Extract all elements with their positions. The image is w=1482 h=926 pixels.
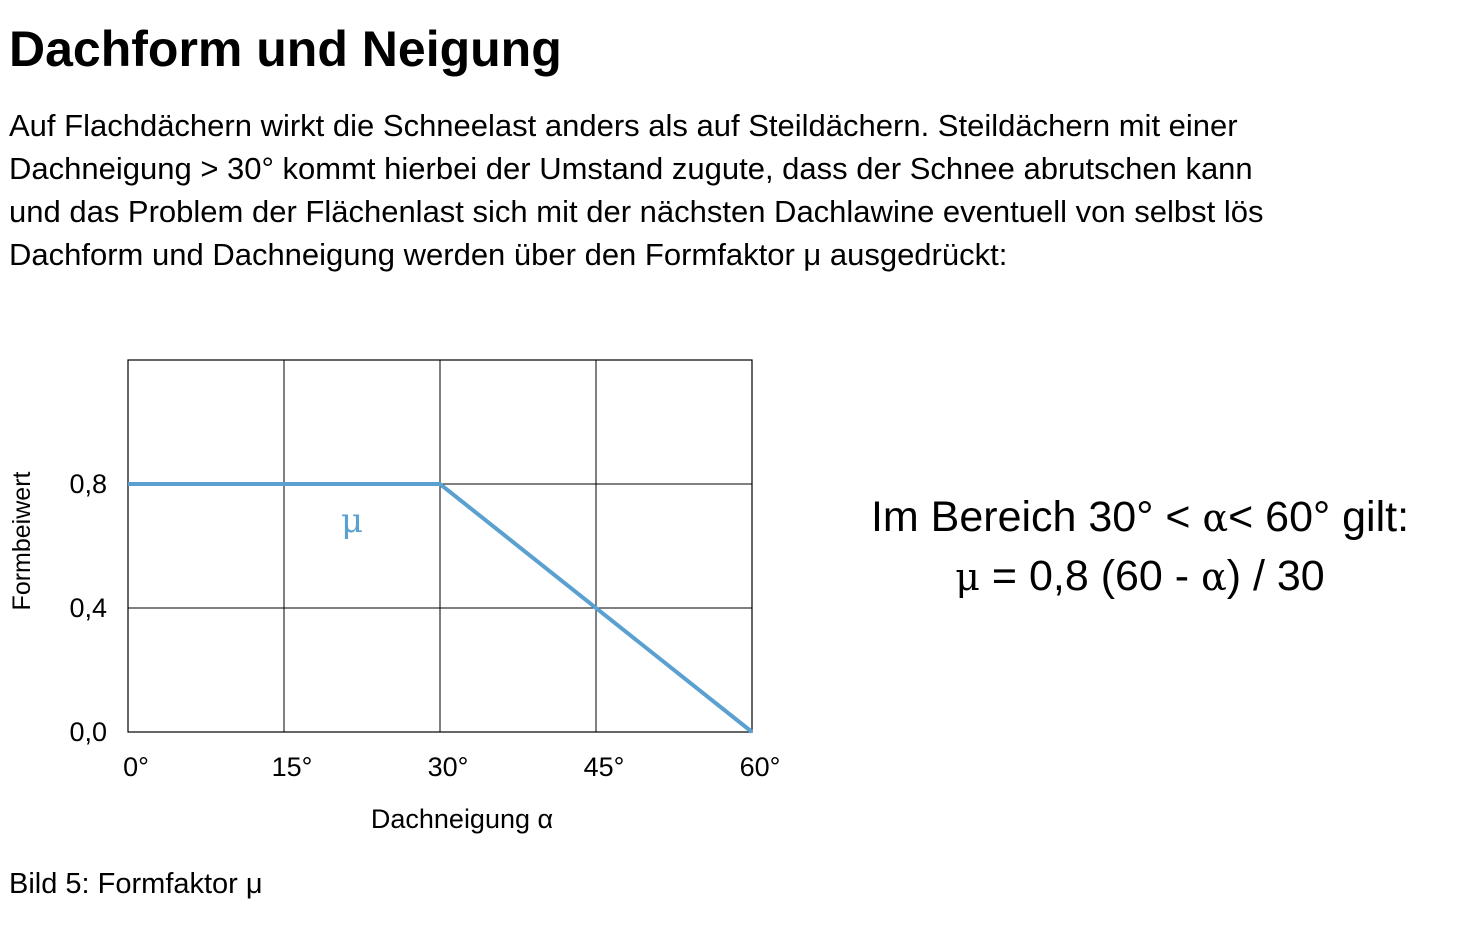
x-tick-label: 30° xyxy=(428,752,469,782)
formula-condition-prefix: Im Bereich 30° < xyxy=(870,493,1203,541)
y-axis-label: Formbeiwert xyxy=(8,471,36,610)
y-tick-label: 0,8 xyxy=(69,469,107,499)
formula-equation-middle: = 0,8 (60 - xyxy=(979,552,1202,600)
formula-box: Im Bereich 30° < α< 60° gilt: μ = 0,8 (6… xyxy=(800,488,1480,606)
formula-equation: μ = 0,8 (60 - α) / 30 xyxy=(800,547,1480,606)
chart-series xyxy=(128,482,754,734)
x-tick-label: 15° xyxy=(272,752,313,782)
series-label-mu: μ xyxy=(341,501,363,541)
y-tick-labels: 0,0 0,4 0,8 xyxy=(69,469,107,747)
formula-equation-end: ) / 30 xyxy=(1226,552,1325,600)
y-tick-label: 0,0 xyxy=(69,717,107,747)
formula-condition-suffix: < 60° gilt: xyxy=(1228,493,1410,541)
chart-plot-frame xyxy=(127,359,753,733)
chart-grid xyxy=(127,360,753,733)
intro-line: Auf Flachdächern wirkt die Schneelast an… xyxy=(9,108,1238,143)
y-tick-label: 0,4 xyxy=(69,593,107,623)
series-line-mu xyxy=(128,482,754,734)
x-tick-label: 0° xyxy=(123,752,149,782)
intro-paragraph: Auf Flachdächern wirkt die Schneelast an… xyxy=(9,104,1482,276)
x-axis-label: Dachneigung α xyxy=(371,804,553,834)
intro-line: Dachform und Dachneigung werden über den… xyxy=(9,237,1008,272)
intro-line: Dachneigung > 30° kommt hierbei der Umst… xyxy=(9,151,1253,186)
mu-symbol: μ xyxy=(955,555,980,599)
formula-condition: Im Bereich 30° < α< 60° gilt: xyxy=(800,488,1480,547)
alpha-symbol: α xyxy=(1201,555,1227,599)
alpha-symbol: α xyxy=(1202,496,1229,540)
figure-caption: Bild 5: Formfaktor μ xyxy=(9,868,263,900)
x-tick-label: 60° xyxy=(740,752,781,782)
x-tick-label: 45° xyxy=(584,752,625,782)
page-title: Dachform und Neigung xyxy=(9,21,562,77)
x-tick-labels: 0° 15° 30° 45° 60° xyxy=(123,752,780,782)
formfactor-chart: 0,0 0,4 0,8 0° 15° 30° 45° 60° μ Formbeiwert D… xyxy=(8,359,780,834)
intro-line: und das Problem der Flächenlast sich mit… xyxy=(9,194,1264,229)
